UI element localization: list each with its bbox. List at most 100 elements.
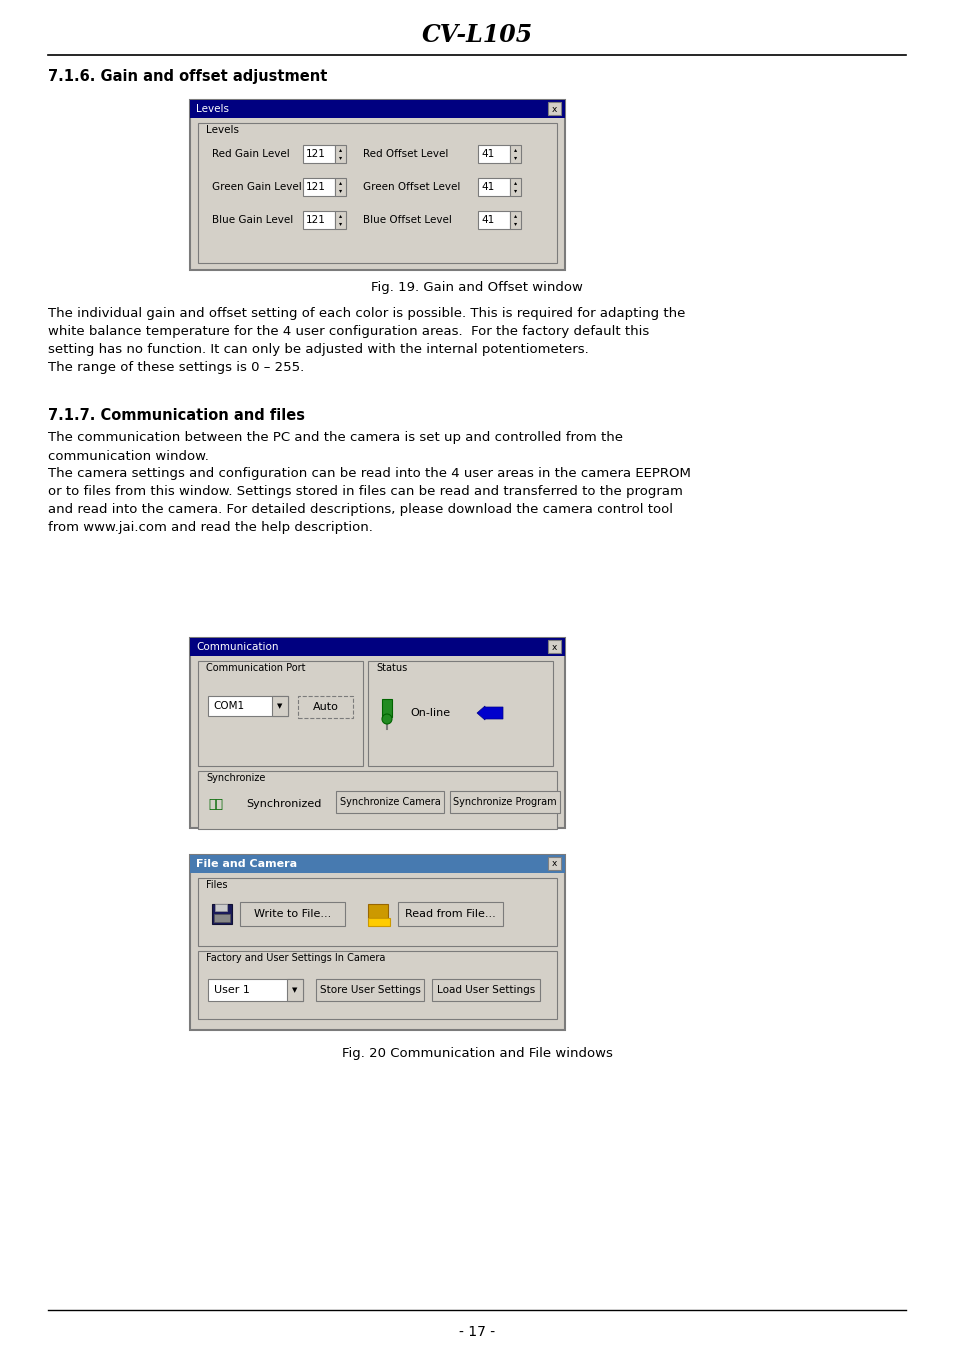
- Text: CV-L105: CV-L105: [421, 23, 532, 47]
- Text: ⛹⛹: ⛹⛹: [208, 797, 223, 811]
- Text: The range of these settings is 0 – 255.: The range of these settings is 0 – 255.: [48, 361, 304, 373]
- Text: Files: Files: [206, 880, 227, 890]
- Text: Green Offset Level: Green Offset Level: [363, 182, 460, 192]
- Text: Factory and User Settings In Camera: Factory and User Settings In Camera: [206, 952, 385, 963]
- Text: Synchronize: Synchronize: [206, 773, 265, 784]
- Bar: [510, 145, 520, 163]
- Bar: [190, 638, 564, 657]
- Text: Blue Gain Level: Blue Gain Level: [212, 215, 293, 226]
- Text: ▾: ▾: [338, 155, 342, 161]
- Text: ▼: ▼: [292, 988, 297, 993]
- Bar: [547, 857, 560, 870]
- Bar: [190, 855, 564, 1029]
- Bar: [303, 178, 335, 196]
- Text: Blue Offset Level: Blue Offset Level: [363, 215, 452, 226]
- Bar: [198, 878, 557, 946]
- Bar: [477, 211, 510, 230]
- Bar: [303, 211, 335, 230]
- Text: Load User Settings: Load User Settings: [436, 985, 535, 994]
- Text: ▼: ▼: [277, 703, 282, 709]
- Text: 121: 121: [306, 182, 326, 192]
- Text: 7.1.6. Gain and offset adjustment: 7.1.6. Gain and offset adjustment: [48, 69, 327, 84]
- Bar: [397, 902, 502, 925]
- Text: ▾: ▾: [338, 189, 342, 193]
- Bar: [190, 855, 564, 873]
- Text: Synchronize Camera: Synchronize Camera: [339, 797, 440, 807]
- Bar: [368, 917, 390, 925]
- Bar: [198, 661, 363, 766]
- Text: Green Gain Level: Green Gain Level: [212, 182, 301, 192]
- Bar: [335, 790, 443, 813]
- FancyArrow shape: [476, 707, 502, 720]
- Text: Write to File...: Write to File...: [253, 909, 331, 919]
- Text: ▴: ▴: [338, 147, 342, 153]
- Text: 121: 121: [306, 149, 326, 159]
- Bar: [214, 904, 227, 911]
- Bar: [510, 178, 520, 196]
- Bar: [213, 915, 230, 921]
- Text: ▴: ▴: [338, 213, 342, 219]
- Text: 41: 41: [480, 182, 494, 192]
- Bar: [190, 100, 564, 118]
- Text: Levels: Levels: [206, 126, 239, 135]
- Bar: [198, 123, 557, 263]
- Text: 121: 121: [306, 215, 326, 226]
- Text: x: x: [551, 104, 557, 113]
- Text: Red Gain Level: Red Gain Level: [212, 149, 290, 159]
- Bar: [287, 979, 303, 1001]
- Text: Levels: Levels: [195, 104, 229, 113]
- Text: 41: 41: [480, 149, 494, 159]
- Text: Store User Settings: Store User Settings: [319, 985, 420, 994]
- Text: Auto: Auto: [313, 703, 338, 712]
- Bar: [335, 145, 346, 163]
- Text: Synchronize Program: Synchronize Program: [453, 797, 557, 807]
- Bar: [240, 902, 345, 925]
- Bar: [315, 979, 423, 1001]
- Text: Fig. 20 Communication and File windows: Fig. 20 Communication and File windows: [341, 1047, 612, 1059]
- Bar: [477, 145, 510, 163]
- Bar: [198, 951, 557, 1019]
- Text: Synchronized: Synchronized: [246, 798, 321, 809]
- Bar: [547, 101, 560, 115]
- Text: Fig. 19. Gain and Offset window: Fig. 19. Gain and Offset window: [371, 281, 582, 295]
- Text: The camera settings and configuration can be read into the 4 user areas in the c: The camera settings and configuration ca…: [48, 467, 690, 481]
- Text: Red Offset Level: Red Offset Level: [363, 149, 448, 159]
- Text: ▾: ▾: [514, 222, 517, 227]
- Text: communication window.: communication window.: [48, 450, 209, 462]
- Bar: [335, 211, 346, 230]
- Bar: [510, 211, 520, 230]
- Text: File and Camera: File and Camera: [195, 859, 296, 869]
- Text: x: x: [551, 643, 557, 651]
- Text: COM1: COM1: [213, 701, 244, 711]
- Bar: [208, 696, 288, 716]
- Text: or to files from this window. Settings stored in files can be read and transferr: or to files from this window. Settings s…: [48, 485, 682, 499]
- Text: Status: Status: [375, 663, 407, 673]
- Bar: [432, 979, 539, 1001]
- Text: 41: 41: [480, 215, 494, 226]
- Text: The communication between the PC and the camera is set up and controlled from th: The communication between the PC and the…: [48, 431, 622, 444]
- Bar: [381, 698, 392, 717]
- Text: Communication Port: Communication Port: [206, 663, 305, 673]
- Text: ▴: ▴: [338, 181, 342, 185]
- Bar: [208, 979, 303, 1001]
- Text: Read from File...: Read from File...: [405, 909, 496, 919]
- Bar: [297, 696, 353, 717]
- Bar: [547, 640, 560, 653]
- Bar: [272, 696, 288, 716]
- Text: ▴: ▴: [514, 181, 517, 185]
- Text: ▴: ▴: [514, 147, 517, 153]
- Text: On-line: On-line: [410, 708, 450, 717]
- Bar: [212, 904, 232, 924]
- Text: and read into the camera. For detailed descriptions, please download the camera : and read into the camera. For detailed d…: [48, 504, 672, 516]
- Text: - 17 -: - 17 -: [458, 1325, 495, 1339]
- Bar: [335, 178, 346, 196]
- Text: from www.jai.com and read the help description.: from www.jai.com and read the help descr…: [48, 521, 373, 535]
- Bar: [190, 855, 564, 873]
- Text: ▾: ▾: [338, 222, 342, 227]
- Text: The individual gain and offset setting of each color is possible. This is requir: The individual gain and offset setting o…: [48, 307, 684, 319]
- Bar: [368, 661, 553, 766]
- Bar: [190, 638, 564, 828]
- Text: white balance temperature for the 4 user configuration areas.  For the factory d: white balance temperature for the 4 user…: [48, 324, 649, 338]
- Text: Communication: Communication: [195, 642, 278, 653]
- Bar: [198, 771, 557, 830]
